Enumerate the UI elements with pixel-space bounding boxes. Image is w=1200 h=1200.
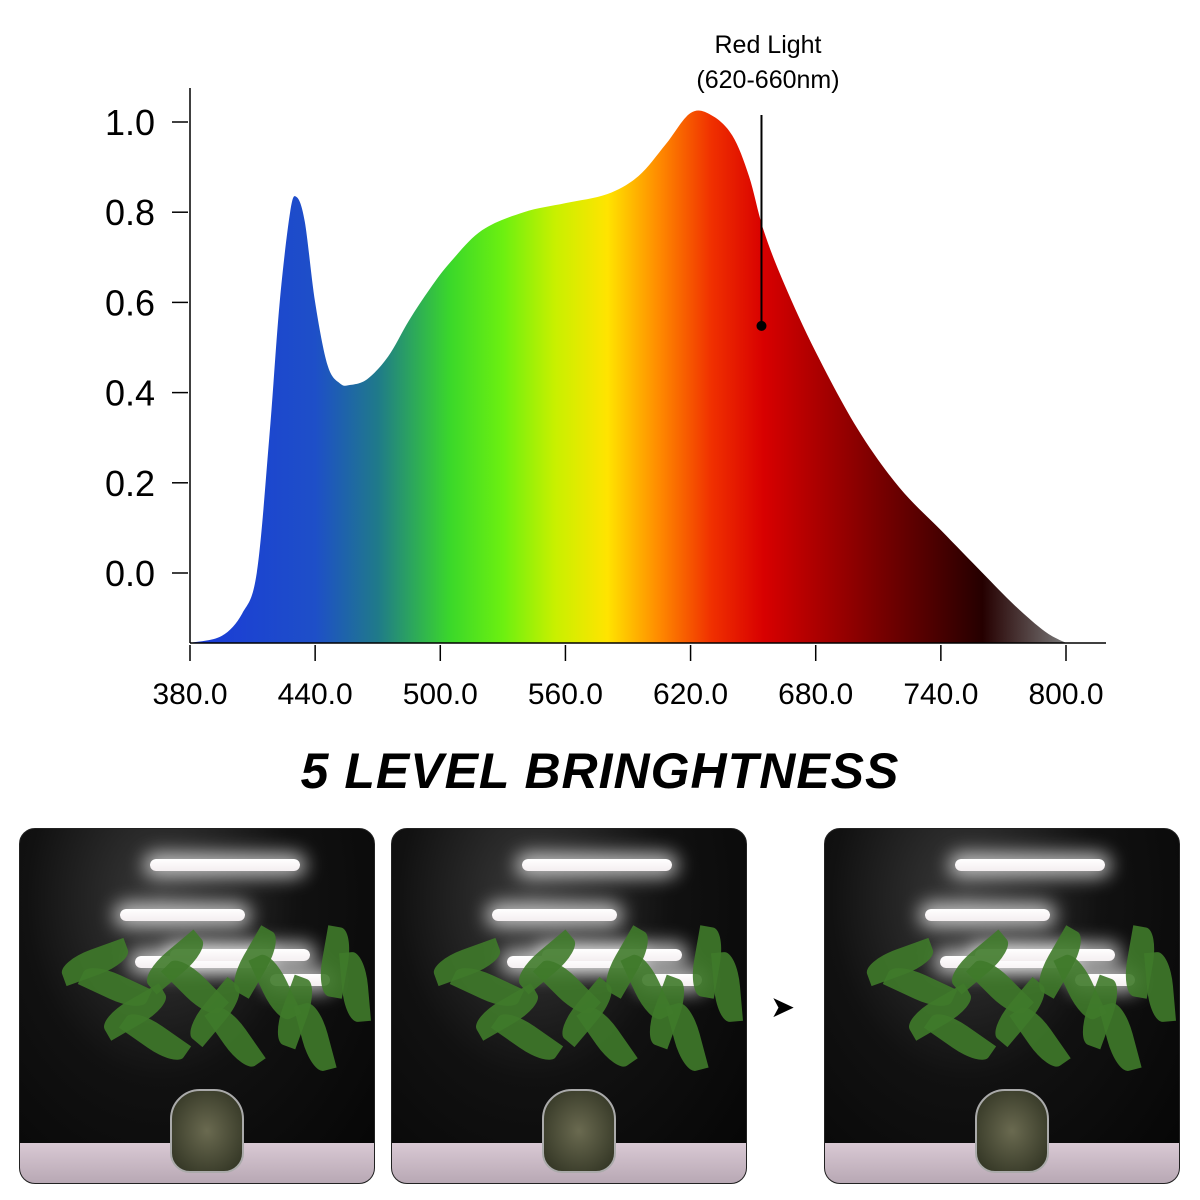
y-tick-label: 0.0 [105,553,155,594]
light-bar [170,949,310,961]
light-bar [150,859,300,871]
x-tick-label: 680.0 [778,678,853,711]
plant-leaf [576,1000,638,1074]
plant-pot [170,1089,244,1173]
x-tick-label: 620.0 [653,678,728,711]
plant-leaf [490,1006,564,1068]
brightness-title: 5 LEVEL BRINGHTNESS [300,743,900,799]
plant-leaf [923,1006,997,1068]
light-bar [975,949,1115,961]
y-tick-label: 0.6 [105,282,155,323]
x-tick-label: 560.0 [528,678,603,711]
light-bar [120,909,245,921]
light-bar [542,949,682,961]
x-tick-label: 380.0 [152,678,227,711]
plant-leaf [204,1000,266,1074]
plant-pot [975,1089,1049,1173]
plant-leaf [1143,951,1177,1023]
brightness-photo-3 [824,828,1180,1184]
spectrum-area [190,110,1066,643]
plant-leaf [665,999,709,1075]
y-tick-label: 0.2 [105,463,155,504]
y-tick-label: 0.4 [105,373,155,414]
x-tick-label: 500.0 [403,678,478,711]
y-tick-label: 0.8 [105,192,155,233]
spectrum-chart: 0.0 0.2 0.4 0.6 0.8 1.0 380.0 440.0 500.0 560.0 62… [105,31,1106,711]
y-tick-label: 1.0 [105,102,155,143]
light-bar [925,909,1050,921]
light-bar [492,909,617,921]
x-tick-label: 800.0 [1028,678,1103,711]
annotation-label-line2: (620-660nm) [696,66,839,94]
plant-leaf [293,999,337,1075]
brightness-photo-2 [391,828,747,1184]
plant-leaf [118,1006,192,1068]
plant-pot [542,1089,616,1173]
brightness-photo-1 [19,828,375,1184]
plant-leaf [710,951,744,1023]
plant-leaf [1009,1000,1071,1074]
light-bar [522,859,672,871]
x-tick-label: 740.0 [903,678,978,711]
light-bar [955,859,1105,871]
x-tick-label: 440.0 [278,678,353,711]
plant-leaf [338,951,372,1023]
plant-leaf [1098,999,1142,1075]
annotation-dot [756,320,767,331]
arrow-right-icon: ➤ [770,991,796,1024]
annotation-label-line1: Red Light [714,31,821,59]
